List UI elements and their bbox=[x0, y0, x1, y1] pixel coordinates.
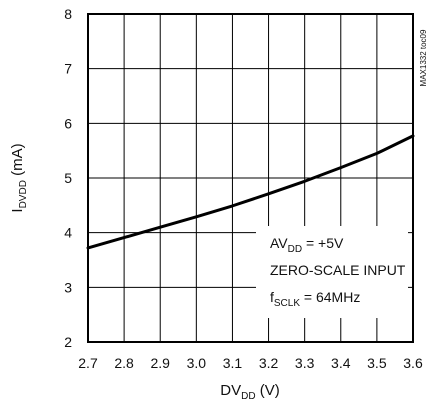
annotation-box: AVDD = +5V ZERO-SCALE INPUT fSCLK = 64MH… bbox=[256, 226, 408, 318]
x-axis-title: DVDD (V) bbox=[220, 382, 279, 402]
series-layer bbox=[86, 134, 415, 250]
y-tick-label: 3 bbox=[64, 279, 72, 295]
annotation-line-2: ZERO-SCALE INPUT bbox=[270, 262, 406, 278]
x-tick-label: 3.3 bbox=[295, 355, 315, 371]
x-tick-label: 3.2 bbox=[259, 355, 279, 371]
x-tick-label: 2.8 bbox=[114, 355, 134, 371]
y-tick-label: 4 bbox=[64, 225, 72, 241]
series-line bbox=[86, 134, 415, 250]
y-axis-title: IDVDD (mA) bbox=[9, 143, 29, 212]
y-tick-label: 6 bbox=[64, 115, 72, 131]
x-tick-label: 3.4 bbox=[331, 355, 351, 371]
figure-id: MAX1332 toc09 bbox=[419, 29, 428, 86]
x-tick-label: 3.6 bbox=[403, 355, 423, 371]
annotation-line-3: fSCLK = 64MHz bbox=[270, 289, 360, 309]
x-tick-label: 3.0 bbox=[187, 355, 207, 371]
tick-labels: 2.7 2.8 2.9 3.0 3.1 3.2 3.3 3.4 3.5 3.6 2 3 4 5 6 7 8 bbox=[64, 6, 423, 371]
x-tick-label: 3.5 bbox=[367, 355, 387, 371]
y-tick-label: 8 bbox=[64, 6, 72, 22]
annotation-line-1: AVDD = +5V bbox=[270, 235, 344, 255]
y-tick-label: 5 bbox=[64, 170, 72, 186]
annotation-background bbox=[256, 226, 408, 318]
plot-frame bbox=[87, 13, 414, 343]
x-tick-label: 3.1 bbox=[223, 355, 243, 371]
y-tick-label: 7 bbox=[64, 61, 72, 77]
x-tick-label: 2.9 bbox=[150, 355, 170, 371]
y-tick-label: 2 bbox=[64, 334, 72, 350]
x-tick-label: 2.7 bbox=[78, 355, 98, 371]
